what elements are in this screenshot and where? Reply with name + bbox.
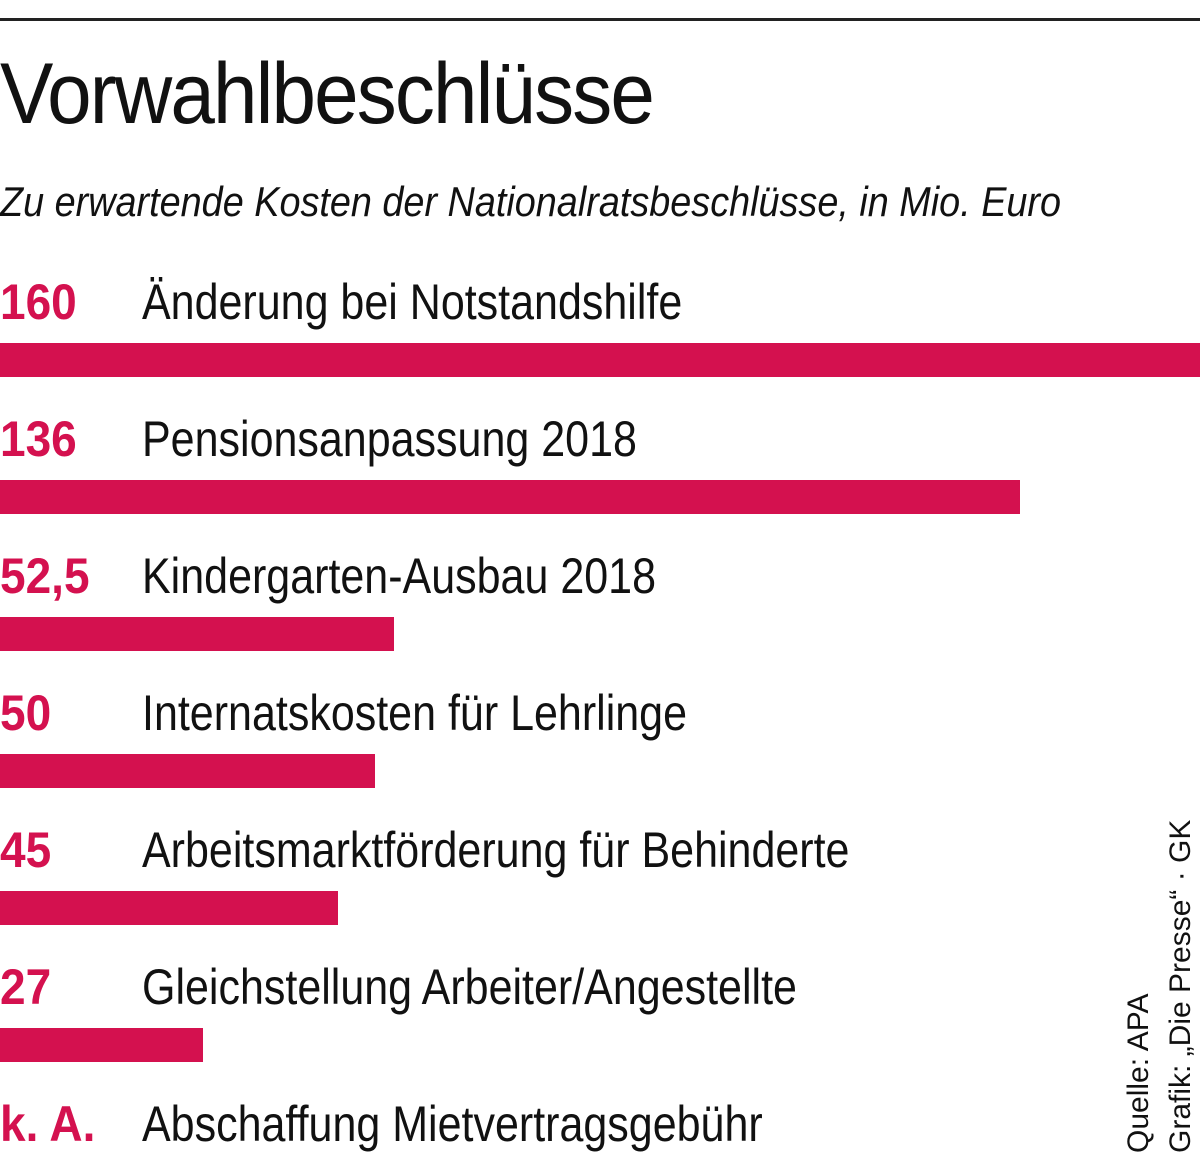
value-label: 27 [0,959,52,1015]
chart-subtitle: Zu erwartende Kosten der Nationalratsbes… [0,178,1062,225]
category-label: Änderung bei Notstandshilfe [142,274,683,330]
source-line: Quelle: APA [1122,993,1155,1153]
value-label: 45 [0,822,52,878]
value-label: k. A. [0,1096,96,1152]
value-label: 160 [0,274,77,330]
value-label: 136 [0,411,77,467]
bar [0,617,394,651]
value-label: 50 [0,685,52,741]
credit-line: Grafik: „Die Presse“ · GK [1164,819,1197,1153]
category-label: Pensionsanpassung 2018 [142,411,637,467]
bar [0,754,375,788]
chart-title: Vorwahlbeschlüsse [0,46,655,142]
source-credit: Quelle: APA Grafik: „Die Presse“ · GK [1118,793,1200,1153]
bar [0,480,1020,514]
category-label: Arbeitsmarktförderung für Behinderte [142,822,850,878]
bar [0,891,338,925]
category-label: Abschaffung Mietvertragsgebühr [142,1096,763,1152]
value-label: 52,5 [0,548,90,604]
category-label: Kindergarten-Ausbau 2018 [142,548,656,604]
category-label: Gleichstellung Arbeiter/Angestellte [142,959,797,1015]
category-label: Internatskosten für Lehrlinge [142,685,687,741]
bar [0,343,1200,377]
bar [0,1028,203,1062]
top-rule [0,18,1200,21]
